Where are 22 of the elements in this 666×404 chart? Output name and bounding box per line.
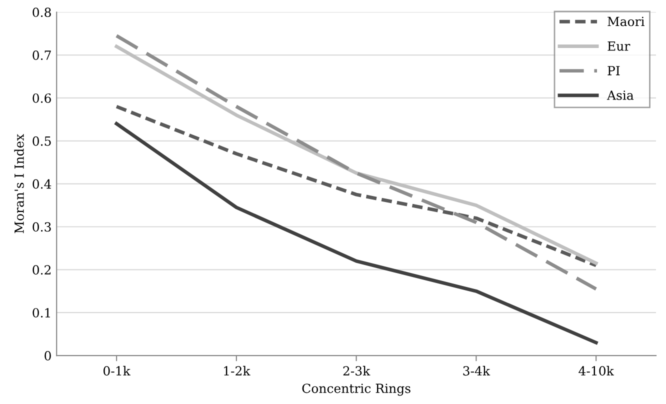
legend-label: Eur [608, 41, 630, 51]
line-series [114, 104, 598, 268]
y-axis-title: Moran's I Index [14, 134, 24, 234]
y-tick-label: 0.8 [32, 8, 51, 18]
legend-label: Maori [608, 16, 644, 26]
x-tick-label: 4-10k [578, 366, 614, 376]
y-tick-label: 0.1 [32, 308, 50, 318]
y-tick-label: 0.3 [32, 222, 51, 232]
legend-label: PI [608, 66, 620, 76]
x-tick-label: 3-4k [463, 366, 490, 376]
x-tick-label: 0-1k [104, 366, 130, 376]
y-tick-label: 0.4 [32, 179, 52, 189]
y-tick-label: 0 [44, 350, 51, 360]
y-tick-label: 0.5 [32, 136, 51, 146]
x-tick-label: 2-3k [343, 366, 370, 376]
legend-label: Asia [606, 90, 634, 100]
y-tick-label: 0.6 [32, 93, 51, 103]
y-tick-label: 0.7 [32, 50, 51, 60]
y-tick-label: 0.2 [32, 265, 51, 275]
x-tick-label: 1-2k [224, 366, 250, 376]
x-axis-title: Concentric Rings [302, 384, 410, 396]
line-series [114, 122, 598, 344]
